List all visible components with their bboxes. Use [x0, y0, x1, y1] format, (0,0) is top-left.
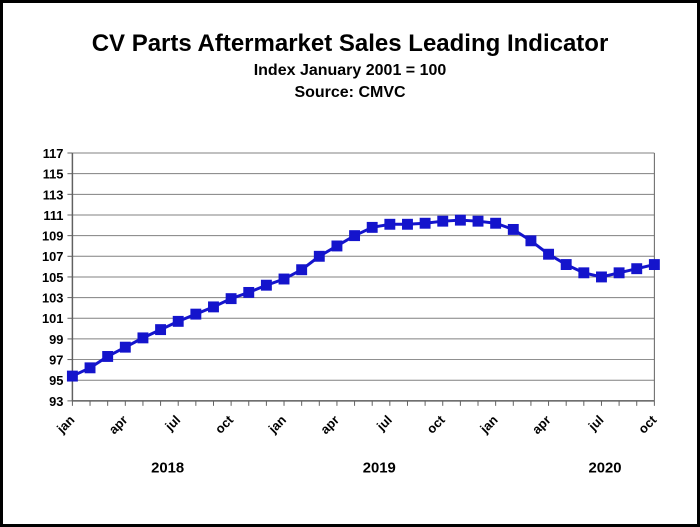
data-point-marker: [119, 341, 131, 353]
data-point-marker: [472, 215, 484, 227]
y-axis-labels: 93 95 97 99 101 103 105 107 109 111 113 115 117: [42, 146, 63, 409]
axes: [71, 153, 655, 402]
x-tick-label: jul: [373, 412, 395, 434]
data-point-marker: [366, 221, 378, 233]
data-point-marker: [402, 218, 413, 230]
data-point-marker: [560, 259, 572, 271]
y-tick-label: 113: [43, 187, 64, 202]
data-point-marker: [631, 263, 643, 275]
data-point-marker: [102, 351, 114, 362]
y-tick-label: 107: [42, 249, 63, 264]
chart-source: Source: CMVC: [294, 84, 406, 101]
data-point-marker: [349, 230, 361, 242]
y-tick-label: 105: [42, 270, 63, 285]
data-point-marker: [313, 250, 325, 262]
data-point-marker: [190, 308, 202, 320]
x-tick-label: oct: [212, 412, 237, 437]
x-tick-label: jul: [585, 412, 607, 434]
data-markers: [66, 214, 660, 382]
chart-title: CV Parts Aftermarket Sales Leading Indic…: [91, 30, 609, 57]
year-label: 2018: [151, 460, 184, 476]
x-tick-label: jan: [53, 412, 78, 437]
year-label: 2020: [588, 460, 621, 476]
y-tick-label: 97: [49, 353, 63, 368]
data-point-marker: [137, 332, 149, 344]
y-tick-label: 99: [49, 332, 63, 347]
data-point-marker: [172, 315, 184, 327]
x-tick-label: oct: [635, 412, 660, 437]
y-tick-label: 103: [42, 291, 63, 306]
y-tick-label: 95: [49, 373, 63, 388]
data-point-marker: [155, 324, 167, 336]
gridlines: [67, 152, 655, 402]
data-point-marker: [296, 264, 308, 276]
x-tick-label: apr: [317, 412, 342, 437]
data-point-marker: [543, 248, 555, 260]
data-point-marker: [525, 235, 537, 247]
y-tick-label: 111: [43, 208, 63, 223]
year-labels: 2018 2019 2020: [151, 460, 621, 476]
x-tick-label: jan: [265, 412, 290, 437]
data-point-marker: [225, 293, 237, 305]
data-point-marker: [490, 217, 502, 229]
data-point-marker: [331, 240, 343, 252]
y-tick-label: 101: [42, 311, 63, 326]
x-tick-label: apr: [529, 412, 554, 437]
data-point-marker: [578, 267, 590, 279]
x-tick-label: oct: [424, 412, 449, 437]
data-point-marker: [66, 370, 78, 382]
x-axis-labels: jan apr jul oct jan apr jul oct jan apr jul oct: [53, 400, 660, 437]
y-tick-label: 109: [42, 229, 63, 244]
data-point-marker: [260, 279, 272, 291]
data-point-marker: [243, 286, 255, 298]
data-point-marker: [384, 218, 396, 230]
x-tick-label: jul: [161, 412, 183, 434]
chart-svg: 93 95 97 99 101 103 105 107 109 111 113 115 117 jan ap…: [42, 146, 660, 476]
x-tick-label: apr: [106, 412, 131, 437]
data-point-marker: [507, 223, 519, 235]
data-point-marker: [454, 214, 466, 226]
data-point-marker: [419, 217, 431, 229]
y-tick-label: 117: [43, 146, 64, 161]
year-label: 2019: [363, 460, 396, 476]
data-line: [71, 218, 655, 378]
chart-subtitle: Index January 2001 = 100: [253, 62, 447, 79]
data-point-marker: [208, 301, 219, 313]
data-point-marker: [437, 215, 449, 227]
x-tick-label: jan: [476, 412, 501, 437]
y-tick-label: 115: [43, 167, 64, 182]
data-point-marker: [613, 267, 625, 279]
y-tick-label: 93: [49, 394, 63, 409]
data-point-marker: [648, 259, 660, 271]
data-point-marker: [278, 273, 290, 285]
data-point-marker: [596, 271, 607, 283]
data-point-marker: [84, 362, 96, 374]
